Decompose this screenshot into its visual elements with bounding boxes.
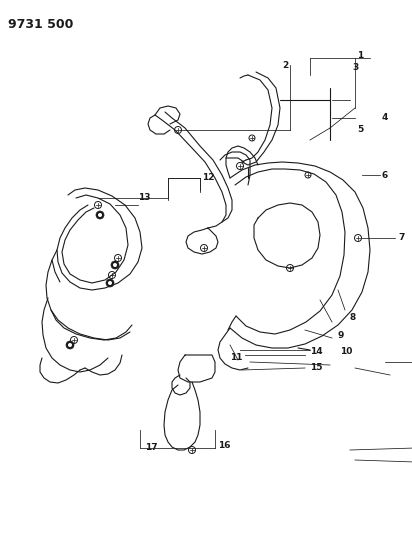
Circle shape — [98, 213, 102, 217]
Text: 6: 6 — [382, 171, 388, 180]
Text: 2: 2 — [282, 61, 288, 69]
Text: 9: 9 — [338, 330, 344, 340]
Text: 8: 8 — [350, 313, 356, 322]
Text: 1: 1 — [357, 51, 363, 60]
Text: 12: 12 — [202, 174, 215, 182]
Text: 15: 15 — [310, 364, 323, 373]
Text: 11: 11 — [230, 353, 243, 362]
Circle shape — [111, 261, 119, 269]
Text: 13: 13 — [138, 193, 150, 203]
Circle shape — [108, 281, 112, 285]
Circle shape — [113, 263, 117, 267]
Text: 16: 16 — [218, 440, 230, 449]
Text: 3: 3 — [352, 63, 358, 72]
Text: 9731 500: 9731 500 — [8, 18, 73, 31]
Text: 17: 17 — [145, 443, 158, 453]
Text: 14: 14 — [310, 348, 323, 357]
Circle shape — [96, 211, 104, 219]
Circle shape — [68, 343, 72, 347]
Text: 7: 7 — [398, 233, 404, 243]
Text: 5: 5 — [357, 125, 363, 134]
Circle shape — [66, 341, 74, 349]
Circle shape — [106, 279, 114, 287]
Text: 4: 4 — [382, 114, 389, 123]
Text: 10: 10 — [340, 348, 352, 357]
